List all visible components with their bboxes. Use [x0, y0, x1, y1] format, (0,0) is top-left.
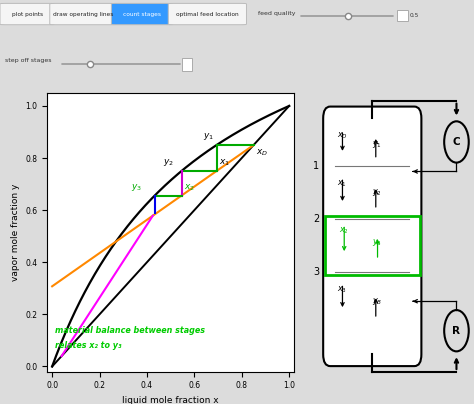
Text: $x_1$: $x_1$	[219, 158, 230, 168]
Text: $x_2$: $x_2$	[184, 183, 195, 193]
FancyBboxPatch shape	[50, 3, 116, 25]
Bar	[397, 10, 408, 21]
Text: material balance between stages: material balance between stages	[55, 326, 204, 335]
Text: count stages: count stages	[123, 12, 161, 17]
Text: $y_2$: $y_2$	[372, 187, 382, 198]
Text: C: C	[453, 137, 460, 147]
Y-axis label: vapor mole fraction y: vapor mole fraction y	[11, 183, 20, 281]
FancyBboxPatch shape	[0, 3, 55, 25]
FancyBboxPatch shape	[111, 3, 173, 25]
Bar	[182, 58, 192, 71]
Bar	[325, 216, 419, 275]
Text: draw operating lines: draw operating lines	[53, 12, 113, 17]
Text: R: R	[453, 326, 460, 336]
Text: feed quality: feed quality	[258, 11, 296, 16]
Text: 1: 1	[313, 160, 319, 170]
Text: 2: 2	[313, 214, 319, 224]
Text: $y_3$: $y_3$	[372, 237, 383, 248]
Text: optimal feed location: optimal feed location	[176, 12, 239, 17]
X-axis label: liquid mole fraction x: liquid mole fraction x	[122, 396, 219, 404]
Text: $y_1$: $y_1$	[203, 131, 214, 143]
Text: $x_2$: $x_2$	[339, 225, 349, 236]
Text: step off stages: step off stages	[5, 58, 51, 63]
Text: $x_D$: $x_D$	[337, 131, 348, 141]
Text: $y_3$: $y_3$	[131, 182, 142, 193]
Text: $x_D$: $x_D$	[256, 147, 268, 158]
Text: $y_2$: $y_2$	[163, 158, 173, 168]
Text: $y_B$: $y_B$	[372, 296, 383, 307]
FancyBboxPatch shape	[323, 107, 421, 366]
Text: relates x₂ to y₃: relates x₂ to y₃	[55, 341, 121, 350]
FancyBboxPatch shape	[168, 3, 246, 25]
Text: $x_1$: $x_1$	[337, 178, 347, 189]
Text: $y_1$: $y_1$	[372, 139, 382, 150]
Text: 3: 3	[313, 267, 319, 277]
Text: plot points: plot points	[12, 12, 43, 17]
Text: 0.5: 0.5	[410, 13, 419, 18]
Text: $x_3$: $x_3$	[337, 284, 347, 295]
